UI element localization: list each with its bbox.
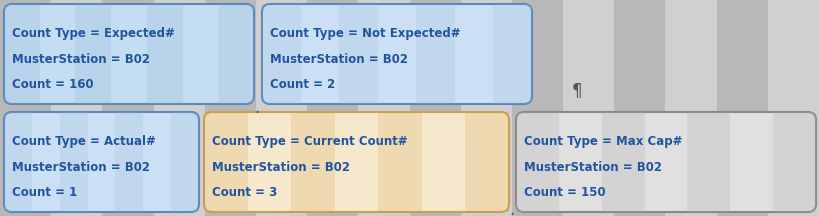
Bar xyxy=(665,0,717,216)
Bar xyxy=(51,0,102,216)
Text: MusterStation = B02: MusterStation = B02 xyxy=(12,160,150,174)
FancyBboxPatch shape xyxy=(204,112,509,212)
Bar xyxy=(4,112,32,212)
Text: Count = 160: Count = 160 xyxy=(12,78,93,91)
Bar xyxy=(204,112,247,212)
Bar xyxy=(512,0,563,216)
Bar xyxy=(147,4,183,104)
Bar xyxy=(154,0,205,216)
FancyBboxPatch shape xyxy=(4,4,254,104)
Bar xyxy=(339,4,378,104)
Bar xyxy=(219,4,254,104)
Text: MusterStation = B02: MusterStation = B02 xyxy=(212,160,350,174)
Bar xyxy=(0,0,51,216)
Bar xyxy=(115,112,143,212)
Bar xyxy=(4,4,39,104)
Bar xyxy=(378,112,422,212)
Bar xyxy=(687,112,731,212)
Bar xyxy=(75,4,111,104)
Bar xyxy=(516,112,559,212)
Bar xyxy=(493,4,532,104)
Text: Count Type = Current Count#: Count Type = Current Count# xyxy=(212,135,408,148)
Bar xyxy=(291,112,335,212)
FancyBboxPatch shape xyxy=(262,4,532,104)
Bar xyxy=(563,0,614,216)
Text: Count Type = Max Cap#: Count Type = Max Cap# xyxy=(524,135,682,148)
Bar xyxy=(602,112,645,212)
Bar xyxy=(171,112,199,212)
Bar xyxy=(717,0,768,216)
Bar xyxy=(773,112,816,212)
Bar xyxy=(768,0,819,216)
Bar xyxy=(359,0,410,216)
Bar xyxy=(307,0,359,216)
Text: .: . xyxy=(509,201,514,216)
Bar xyxy=(465,112,509,212)
Text: Count Type = Expected#: Count Type = Expected# xyxy=(12,27,174,40)
Text: MusterStation = B02: MusterStation = B02 xyxy=(12,52,150,66)
Bar xyxy=(614,0,665,216)
Text: MusterStation = B02: MusterStation = B02 xyxy=(524,160,662,174)
Text: Count Type = Actual#: Count Type = Actual# xyxy=(12,135,156,148)
Bar xyxy=(460,0,512,216)
Text: Count = 2: Count = 2 xyxy=(270,78,335,91)
Text: Count = 3: Count = 3 xyxy=(212,186,278,199)
FancyBboxPatch shape xyxy=(516,112,816,212)
Text: Count Type = Not Expected#: Count Type = Not Expected# xyxy=(270,27,460,40)
FancyBboxPatch shape xyxy=(4,112,199,212)
Bar xyxy=(102,0,154,216)
Bar xyxy=(410,0,460,216)
Text: Count = 1: Count = 1 xyxy=(12,186,77,199)
Text: ¶: ¶ xyxy=(572,81,582,99)
Bar xyxy=(60,112,88,212)
Text: MusterStation = B02: MusterStation = B02 xyxy=(270,52,408,66)
Bar xyxy=(256,0,307,216)
Bar xyxy=(205,0,256,216)
Bar xyxy=(416,4,455,104)
Text: Count = 150: Count = 150 xyxy=(524,186,605,199)
Bar xyxy=(262,4,301,104)
Text: .: . xyxy=(255,99,260,117)
